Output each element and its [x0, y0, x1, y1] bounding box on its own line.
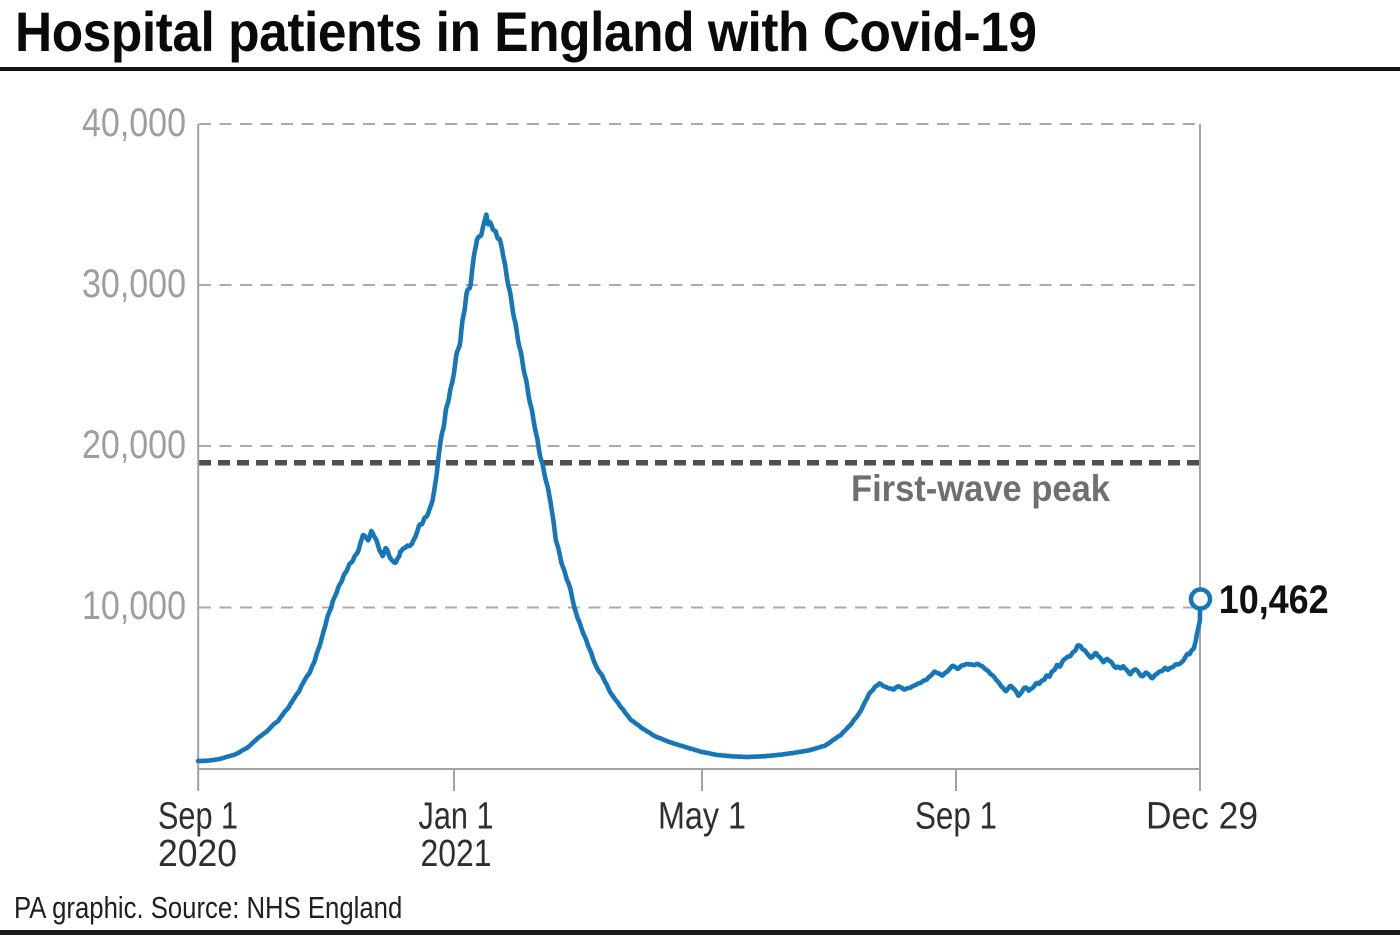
svg-text:Sep 1: Sep 1 — [915, 796, 997, 838]
svg-text:30,000: 30,000 — [82, 262, 186, 306]
svg-text:2021: 2021 — [421, 833, 492, 875]
svg-text:Dec 29: Dec 29 — [1146, 796, 1258, 838]
svg-text:May 1: May 1 — [658, 796, 746, 838]
svg-text:First-wave peak: First-wave peak — [851, 468, 1110, 509]
svg-text:Jan 1: Jan 1 — [419, 796, 494, 838]
svg-text:Sep 1: Sep 1 — [158, 796, 238, 838]
svg-text:40,000: 40,000 — [82, 101, 186, 145]
svg-text:2020: 2020 — [158, 833, 237, 875]
svg-text:20,000: 20,000 — [82, 423, 186, 467]
svg-text:10,000: 10,000 — [82, 584, 186, 628]
svg-text:10,462: 10,462 — [1219, 578, 1329, 622]
